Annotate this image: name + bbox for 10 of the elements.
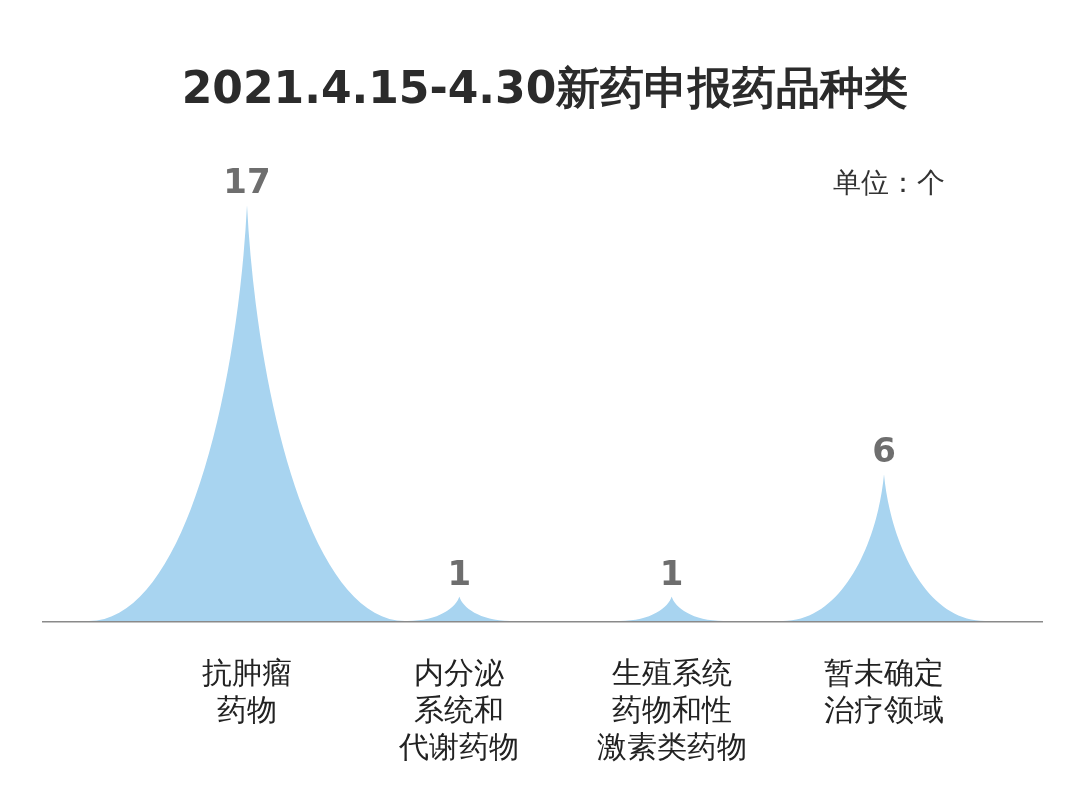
x-tick-label: 暂未确定治疗领域 [824,655,944,727]
x-tick-label: 生殖系统药物和性激素类药物 [596,655,747,764]
x-tick-label: 抗肿瘤药物 [202,655,292,727]
data-label: 17 [223,161,271,201]
x-tick-label: 内分泌系统和代谢药物 [398,655,520,764]
chart-title: 2021.4.15-4.30新药申报药品种类 [181,62,909,113]
data-label: 1 [447,552,472,593]
text: 单位：个 [833,166,945,199]
data-label: 6 [872,430,896,471]
data-label: 1 [659,552,684,593]
